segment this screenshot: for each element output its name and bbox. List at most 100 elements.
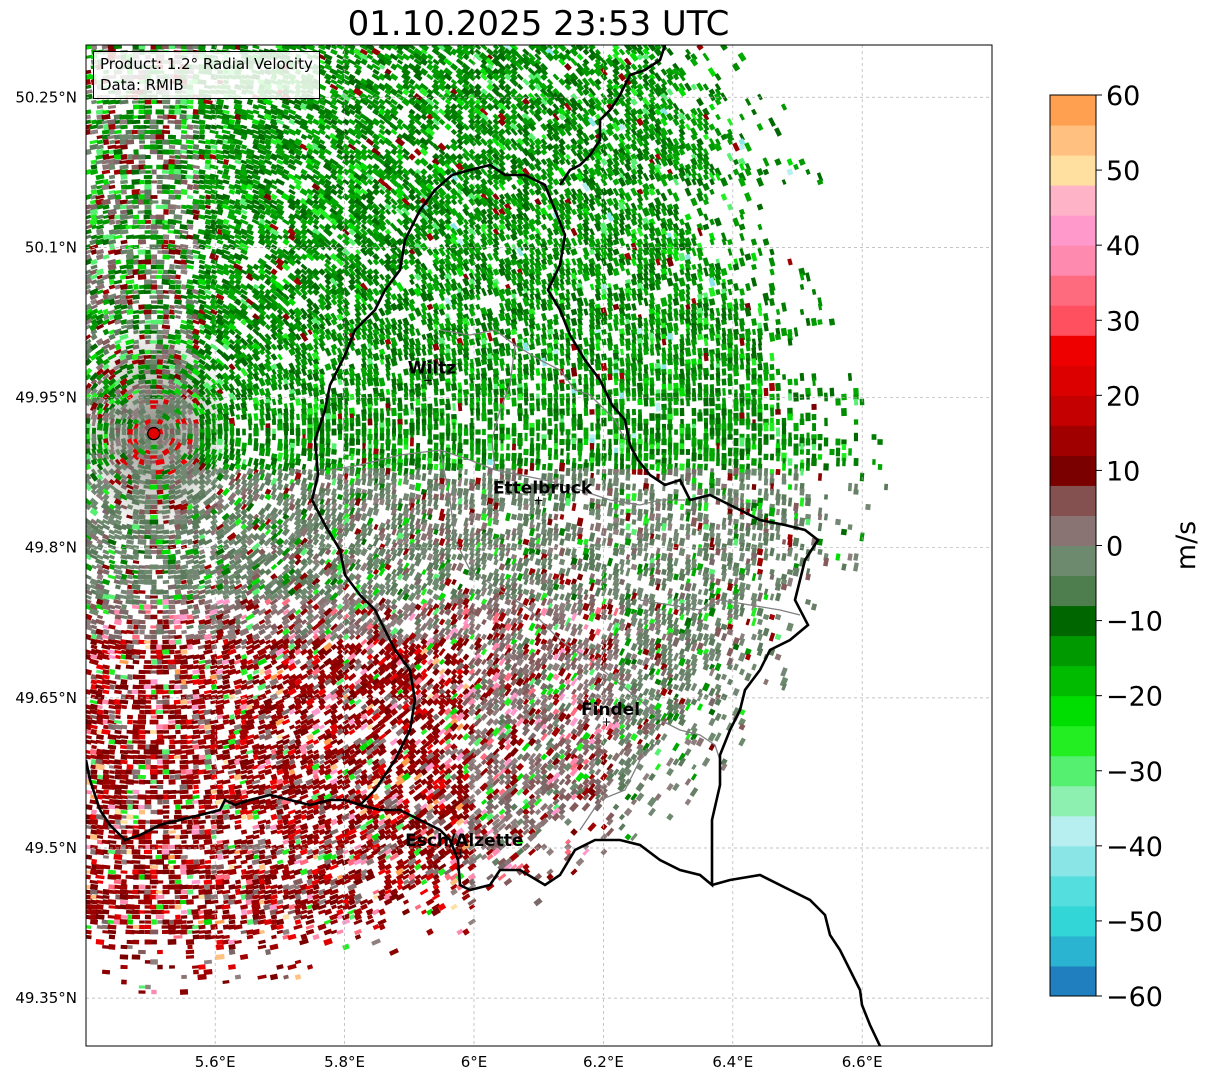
- velocity-pixel: [162, 174, 170, 180]
- velocity-pixel: [611, 57, 621, 67]
- velocity-pixel: [751, 358, 757, 366]
- velocity-pixel: [168, 184, 176, 190]
- velocity-pixel: [323, 53, 333, 61]
- velocity-pixel: [126, 204, 134, 210]
- velocity-pixel: [456, 53, 464, 61]
- velocity-pixel: [156, 359, 164, 365]
- velocity-pixel: [533, 45, 543, 52]
- velocity-pixel: [180, 144, 188, 150]
- velocity-pixel: [396, 59, 404, 65]
- velocity-pixel: [690, 53, 698, 61]
- velocity-pixel: [588, 48, 596, 56]
- velocity-pixel: [127, 284, 133, 290]
- velocity-pixel: [702, 52, 710, 62]
- velocity-pixel: [534, 48, 542, 56]
- velocity-pixel: [113, 148, 123, 156]
- velocity-pixel: [108, 163, 116, 171]
- velocity-pixel: [564, 48, 572, 56]
- velocity-pixel: [156, 239, 164, 245]
- velocity-pixel: [330, 45, 338, 50]
- velocity-pixel: [150, 284, 158, 290]
- velocity-pixel: [180, 45, 188, 50]
- velocity-pixel: [252, 45, 260, 50]
- velocity-pixel: [155, 204, 165, 210]
- velocity-pixel: [156, 329, 164, 335]
- velocity-pixel: [509, 47, 519, 57]
- velocity-pixel: [168, 255, 175, 259]
- velocity-pixel: [534, 58, 542, 66]
- velocity-pixel: [150, 180, 158, 184]
- velocity-pixel: [570, 57, 578, 67]
- velocity-pixel: [217, 104, 223, 110]
- velocity-pixel: [437, 58, 447, 66]
- velocity-pixel: [450, 48, 458, 56]
- velocity-pixel: [485, 57, 495, 67]
- velocity-pixel: [528, 53, 536, 61]
- velocity-pixel: [157, 144, 163, 150]
- velocity-pixel: [186, 99, 194, 105]
- velocity-pixel: [492, 48, 500, 56]
- velocity-pixel: [126, 298, 134, 306]
- velocity-pixel: [192, 124, 200, 130]
- velocity-pixel: [126, 159, 135, 165]
- velocity-pixel: [138, 319, 146, 325]
- velocity-pixel: [145, 170, 151, 174]
- velocity-pixel: [86, 54, 93, 60]
- velocity-pixel: [132, 205, 140, 209]
- velocity-pixel: [174, 164, 182, 170]
- velocity-pixel: [480, 358, 488, 366]
- velocity-pixel: [161, 130, 171, 135]
- velocity-pixel: [437, 45, 447, 52]
- velocity-pixel: [720, 45, 728, 51]
- velocity-pixel: [162, 294, 170, 300]
- velocity-pixel: [150, 195, 158, 199]
- velocity-pixel: [120, 189, 127, 195]
- velocity-pixel: [491, 57, 501, 67]
- velocity-pixel: [168, 239, 176, 245]
- velocity-pixel: [132, 294, 140, 300]
- velocity-pixel: [145, 114, 151, 120]
- velocity-pixel: [443, 45, 453, 52]
- velocity-pixel: [174, 194, 182, 200]
- velocity-pixel: [348, 48, 356, 56]
- velocity-pixel: [120, 153, 128, 161]
- velocity-pixel: [126, 109, 134, 115]
- velocity-pixel: [437, 52, 447, 62]
- velocity-pixel: [144, 189, 152, 195]
- velocity-pixel: [468, 48, 476, 56]
- velocity-pixel: [516, 58, 524, 66]
- velocity-pixel: [120, 124, 128, 130]
- velocity-pixel: [102, 138, 110, 146]
- velocity-pixel: [557, 52, 567, 62]
- velocity-pixel: [186, 45, 194, 50]
- velocity-pixel: [455, 47, 466, 57]
- velocity-pixel: [558, 58, 566, 66]
- velocity-pixel: [138, 160, 146, 164]
- velocity-pixel: [138, 234, 146, 240]
- velocity-pixel: [503, 47, 513, 57]
- velocity-pixel: [162, 45, 170, 50]
- velocity-pixel: [157, 150, 163, 155]
- velocity-pixel: [175, 204, 181, 210]
- velocity-pixel: [119, 99, 129, 105]
- velocity-pixel: [336, 58, 344, 66]
- velocity-pixel: [648, 53, 656, 61]
- velocity-pixel: [180, 188, 188, 195]
- velocity-pixel: [401, 53, 411, 61]
- velocity-pixel: [431, 45, 441, 52]
- velocity-pixel: [426, 53, 434, 61]
- velocity-pixel: [407, 48, 417, 56]
- velocity-pixel: [120, 174, 128, 180]
- velocity-pixel: [144, 259, 152, 265]
- velocity-pixel: [720, 319, 727, 326]
- velocity-pixel: [163, 239, 169, 245]
- velocity-pixel: [137, 249, 147, 255]
- velocity-pixel: [418, 45, 430, 52]
- velocity-pixel: [635, 47, 645, 57]
- velocity-pixel: [336, 54, 344, 60]
- velocity-pixel: [413, 47, 423, 57]
- velocity-pixel: [162, 304, 170, 310]
- velocity-pixel: [192, 174, 200, 180]
- velocity-pixel: [593, 52, 603, 62]
- velocity-pixel: [366, 48, 374, 56]
